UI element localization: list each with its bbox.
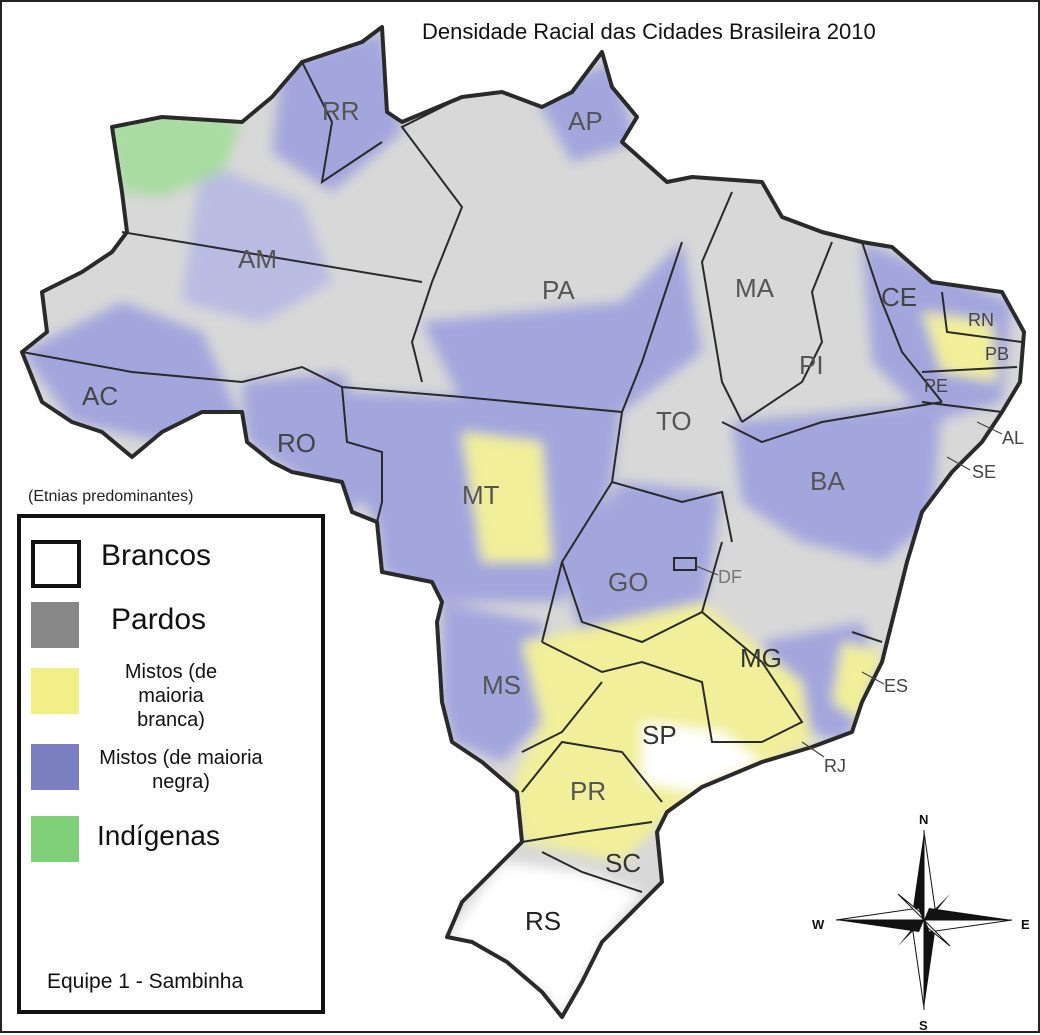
legend-heading: (Etnias predominantes) xyxy=(28,488,194,505)
state-label-ce: CE xyxy=(881,282,917,312)
state-label-ms: MS xyxy=(482,670,521,700)
compass-label-s: S xyxy=(919,1018,928,1033)
state-label-am: AM xyxy=(238,244,277,274)
state-label-df: DF xyxy=(718,567,742,587)
state-label-se: SE xyxy=(972,462,996,482)
region-blue-north xyxy=(272,32,402,192)
compass-east-point xyxy=(924,908,1012,920)
small-state-labels: RN PB PE AL SE DF ES RJ xyxy=(718,310,1024,776)
compass-label-w: W xyxy=(812,917,825,932)
region-blue-am xyxy=(182,162,332,322)
compass-south-point xyxy=(924,920,936,1008)
state-label-pb: PB xyxy=(985,344,1009,364)
legend-swatch-mistos-branca xyxy=(31,668,79,714)
map-title: Densidade Racial das Cidades Brasileira … xyxy=(422,19,876,44)
state-label-sp: SP xyxy=(642,720,677,750)
state-label-rn: RN xyxy=(968,310,994,330)
legend-label-mistos-branca: Mistos (de maioria branca) xyxy=(124,661,218,731)
state-label-pa: PA xyxy=(542,275,575,305)
legend: Brancos Pardos Mistos (de maioria branca… xyxy=(17,514,325,1014)
state-label-pr: PR xyxy=(570,776,606,806)
legend-swatch-indigenas xyxy=(31,816,79,862)
compass-label-n: N xyxy=(919,812,928,827)
state-label-ap: AP xyxy=(568,106,603,136)
legend-swatch-brancos xyxy=(31,540,81,588)
compass-rose: N S E W xyxy=(812,812,1030,1033)
state-label-mt: MT xyxy=(462,480,500,510)
state-label-to: TO xyxy=(656,406,692,436)
legend-label-indigenas: Indígenas xyxy=(97,820,220,851)
state-label-mg: MG xyxy=(740,643,782,673)
state-label-es: ES xyxy=(884,676,908,696)
leader-lines xyxy=(695,421,1003,758)
region-green-am xyxy=(107,112,242,197)
region-yellow-rn xyxy=(922,312,997,382)
state-label-pi: PI xyxy=(799,350,824,380)
compass-label-e: E xyxy=(1021,917,1030,932)
state-label-rr: RR xyxy=(322,96,360,126)
legend-label-brancos: Brancos xyxy=(101,539,212,572)
state-label-al: AL xyxy=(1002,428,1024,448)
region-blue-go xyxy=(562,482,722,642)
state-label-ro: RO xyxy=(277,428,316,458)
credit-text: Equipe 1 - Sambinha xyxy=(47,970,244,993)
region-white-rs xyxy=(447,862,642,1017)
state-label-rs: RS xyxy=(525,906,561,936)
state-label-ba: BA xyxy=(810,466,845,496)
compass-north-point xyxy=(912,832,924,920)
state-label-sc: SC xyxy=(605,848,641,878)
state-label-pe: PE xyxy=(924,376,948,396)
region-yellow-es xyxy=(832,642,882,722)
state-labels: RR AP AM PA MA CE PI AC RO TO BA MT GO M… xyxy=(82,96,917,936)
state-label-go: GO xyxy=(608,567,648,597)
country-border xyxy=(20,25,1026,1019)
legend-swatch-mistos-negra xyxy=(31,744,79,790)
region-blue-ne xyxy=(732,402,942,562)
state-borders xyxy=(21,61,1023,893)
region-blue-pa xyxy=(422,242,702,412)
state-label-rj: RJ xyxy=(824,756,846,776)
state-label-ma: MA xyxy=(735,273,775,303)
state-label-ac: AC xyxy=(82,381,118,411)
region-yellow-mt xyxy=(462,432,552,562)
compass-west-point xyxy=(836,920,924,932)
legend-label-pardos: Pardos xyxy=(111,603,207,636)
legend-swatch-pardos xyxy=(31,602,79,648)
legend-label-mistos-negra: Mistos (de maioria negra) xyxy=(99,747,263,793)
